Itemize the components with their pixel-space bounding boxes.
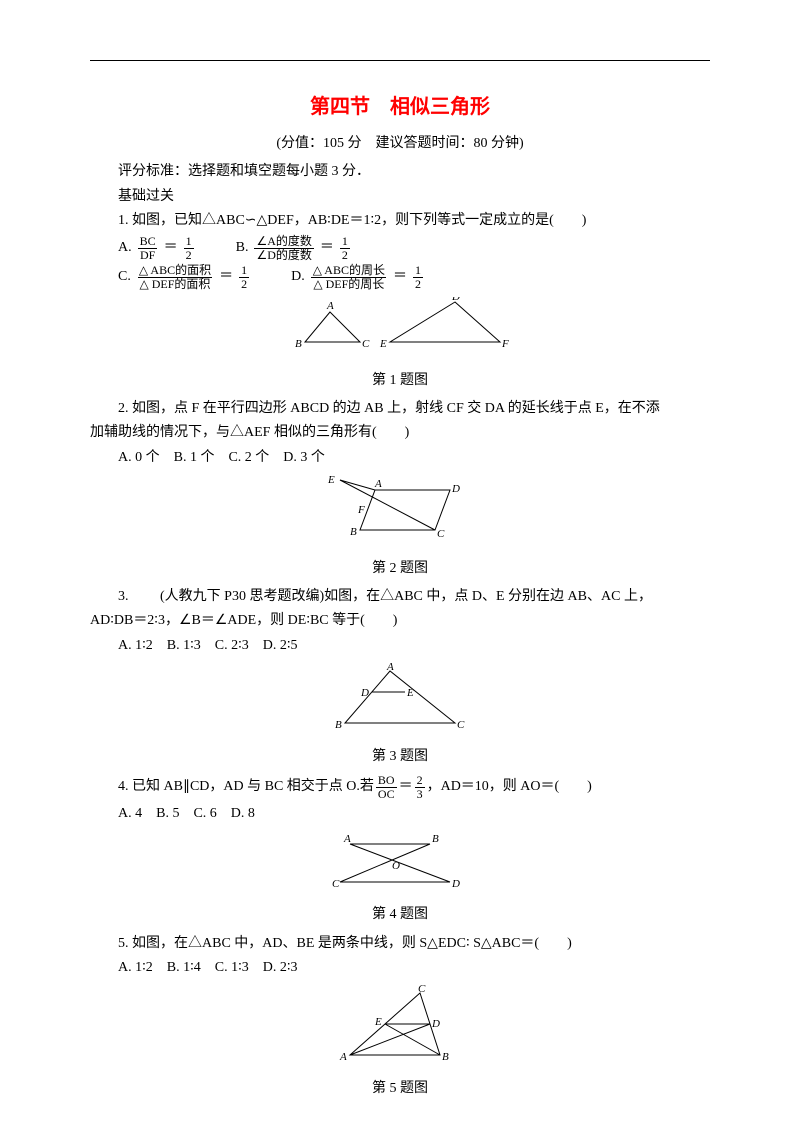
triangle-de-diagram-icon: A D E B C (330, 663, 470, 733)
top-rule (90, 60, 710, 61)
parallelogram-diagram-icon: A D B C E F (320, 475, 480, 545)
svg-text:B: B (442, 1051, 449, 1063)
q1-opt-a: A. BCDF ＝ 12 (118, 235, 196, 262)
svg-text:A: A (343, 833, 351, 845)
svg-text:D: D (451, 878, 460, 890)
q4-stem-pre: 4. 已知 AB∥CD，AD 与 BC 相交于点 O.若 (118, 776, 374, 798)
svg-text:B: B (432, 833, 439, 845)
q5-figure: C E D A B (90, 985, 710, 1073)
q1-b-frac-left: ∠A的度数∠D的度数 (254, 235, 313, 262)
q1-opt-d: D. △ ABC的周长△ DEF的周长 ＝ 12 (291, 264, 425, 291)
svg-text:C: C (437, 528, 445, 540)
criteria-line: 评分标准：选择题和填空题每小题 3 分． (90, 161, 710, 183)
svg-text:C: C (332, 878, 340, 890)
q1-a-label: A. (118, 237, 132, 259)
svg-text:F: F (357, 504, 365, 516)
eq-sign: ＝ (219, 266, 233, 288)
q1-c-frac-right: 12 (239, 264, 249, 291)
svg-text:B: B (295, 338, 302, 350)
q1-caption: 第 1 题图 (90, 370, 710, 392)
q3-caption: 第 3 题图 (90, 746, 710, 768)
q1-opts-row1: A. BCDF ＝ 12 B. ∠A的度数∠D的度数 ＝ 12 (118, 235, 710, 262)
section-heading: 基础过关 (90, 186, 710, 208)
triangle-diagram-icon: A B C D E F (290, 297, 510, 357)
q5-opts: A. 1∶2 B. 1∶4 C. 1∶3 D. 2∶3 (90, 957, 710, 979)
q1-c-frac-left: △ ABC的面积△ DEF的面积 (137, 264, 213, 291)
q1-b-label: B. (236, 237, 249, 259)
svg-text:E: E (406, 687, 414, 699)
q4-frac-left: BOOC (376, 774, 397, 801)
svg-text:D: D (451, 483, 460, 495)
q4-stem: 4. 已知 AB∥CD，AD 与 BC 相交于点 O.若 BOOC ＝ 23 ，… (118, 774, 710, 801)
q3-stem2: AD∶DB＝2∶3，∠B＝∠ADE，则 DE∶BC 等于( ) (90, 610, 710, 632)
q2-stem1: 2. 如图，点 F 在平行四边形 ABCD 的边 AB 上，射线 CF 交 DA… (90, 398, 710, 420)
svg-text:O: O (392, 860, 400, 872)
q2-stem2: 加辅助线的情况下，与△AEF 相似的三角形有( ) (90, 422, 710, 444)
q1-d-frac-right: 12 (413, 264, 423, 291)
svg-text:B: B (335, 719, 342, 731)
q1-figure: A B C D E F (90, 297, 710, 365)
eq-sign: ＝ (164, 237, 178, 259)
svg-text:B: B (350, 526, 357, 538)
page-subtitle: (分值：105 分 建议答题时间：80 分钟) (90, 133, 710, 155)
svg-text:A: A (374, 478, 382, 490)
svg-text:D: D (431, 1018, 440, 1030)
q1-b-frac-right: 12 (340, 235, 350, 262)
q3-figure: A D E B C (90, 663, 710, 741)
q2-opts: A. 0 个 B. 1 个 C. 2 个 D. 3 个 (90, 447, 710, 469)
q1-opt-c: C. △ ABC的面积△ DEF的面积 ＝ 12 (118, 264, 251, 291)
svg-text:E: E (374, 1016, 382, 1028)
q1-opt-b: B. ∠A的度数∠D的度数 ＝ 12 (236, 235, 352, 262)
svg-text:A: A (326, 300, 334, 312)
eq-sign: ＝ (320, 237, 334, 259)
svg-text:C: C (457, 719, 465, 731)
q4-opts: A. 4 B. 5 C. 6 D. 8 (90, 803, 710, 825)
q5-caption: 第 5 题图 (90, 1078, 710, 1100)
q4-frac-right: 23 (415, 774, 425, 801)
q2-caption: 第 2 题图 (90, 558, 710, 580)
svg-text:E: E (327, 475, 335, 486)
svg-text:C: C (418, 985, 426, 995)
page-title: 第四节 相似三角形 (90, 91, 710, 123)
svg-text:D: D (451, 297, 460, 303)
q1-d-label: D. (291, 266, 305, 288)
q1-opts-row2: C. △ ABC的面积△ DEF的面积 ＝ 12 D. △ ABC的周长△ DE… (118, 264, 710, 291)
q1-d-frac-left: △ ABC的周长△ DEF的周长 (311, 264, 387, 291)
q3-stem1: 3. (人教九下 P30 思考题改编)如图，在△ABC 中，点 D、E 分别在边… (90, 586, 710, 608)
eq-sign: ＝ (399, 776, 413, 798)
eq-sign: ＝ (393, 266, 407, 288)
q1-a-frac-right: 12 (184, 235, 194, 262)
q4-stem-post: ，AD＝10，则 AO＝( ) (427, 776, 592, 798)
q3-opts: A. 1∶2 B. 1∶3 C. 2∶3 D. 2∶5 (90, 635, 710, 657)
q4-caption: 第 4 题图 (90, 904, 710, 926)
median-triangle-diagram-icon: C E D A B (335, 985, 465, 1065)
q1-stem: 1. 如图，已知△ABC∽△DEF，AB∶DE＝1∶2，则下列等式一定成立的是(… (90, 210, 710, 232)
crossed-lines-diagram-icon: A B C D O (330, 832, 470, 892)
svg-text:C: C (362, 338, 370, 350)
q5-stem: 5. 如图，在△ABC 中，AD、BE 是两条中线，则 S△EDC∶ S△ABC… (90, 933, 710, 955)
svg-text:D: D (360, 687, 369, 699)
q1-a-frac-left: BCDF (138, 235, 158, 262)
svg-text:E: E (379, 338, 387, 350)
svg-text:A: A (339, 1051, 347, 1063)
q4-figure: A B C D O (90, 832, 710, 900)
q1-c-label: C. (118, 266, 131, 288)
q2-figure: A D B C E F (90, 475, 710, 553)
svg-text:F: F (501, 338, 509, 350)
svg-text:A: A (386, 663, 394, 673)
